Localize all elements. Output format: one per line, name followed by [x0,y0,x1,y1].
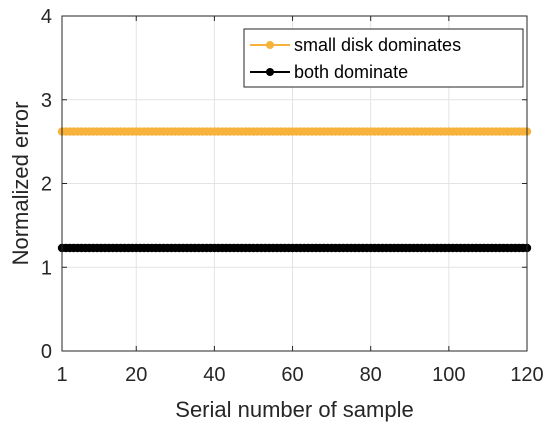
legend-box [243,28,524,88]
y-tick-label: 2 [41,174,52,196]
y-tick-label: 1 [41,257,52,279]
x-tick-label: 1 [56,364,67,386]
y-tick-label: 0 [41,341,52,363]
legend: small disk dominates both dominate [243,28,524,88]
series-0 [57,127,532,136]
legend-label-small-disk-dominates: small disk dominates [294,35,461,55]
x-axis-label: Serial number of sample [175,397,413,422]
axis-ticks [61,15,528,352]
series-1 [57,243,532,253]
legend-marker-both-dominate [266,68,274,76]
y-tick-label: 4 [41,6,52,28]
x-tick-label: 80 [360,364,382,386]
x-tick-label: 60 [281,364,303,386]
x-tick-label: 40 [203,364,225,386]
x-tick-label: 100 [432,364,465,386]
x-tick-label: 20 [125,364,147,386]
legend-label-both-dominate: both dominate [294,62,408,82]
y-axis-label: Normalized error [8,102,33,266]
legend-marker-small-disk-dominates [266,41,274,49]
series-layer [57,127,532,253]
x-tick-label: 120 [510,364,543,386]
y-tick-label: 3 [41,90,52,112]
